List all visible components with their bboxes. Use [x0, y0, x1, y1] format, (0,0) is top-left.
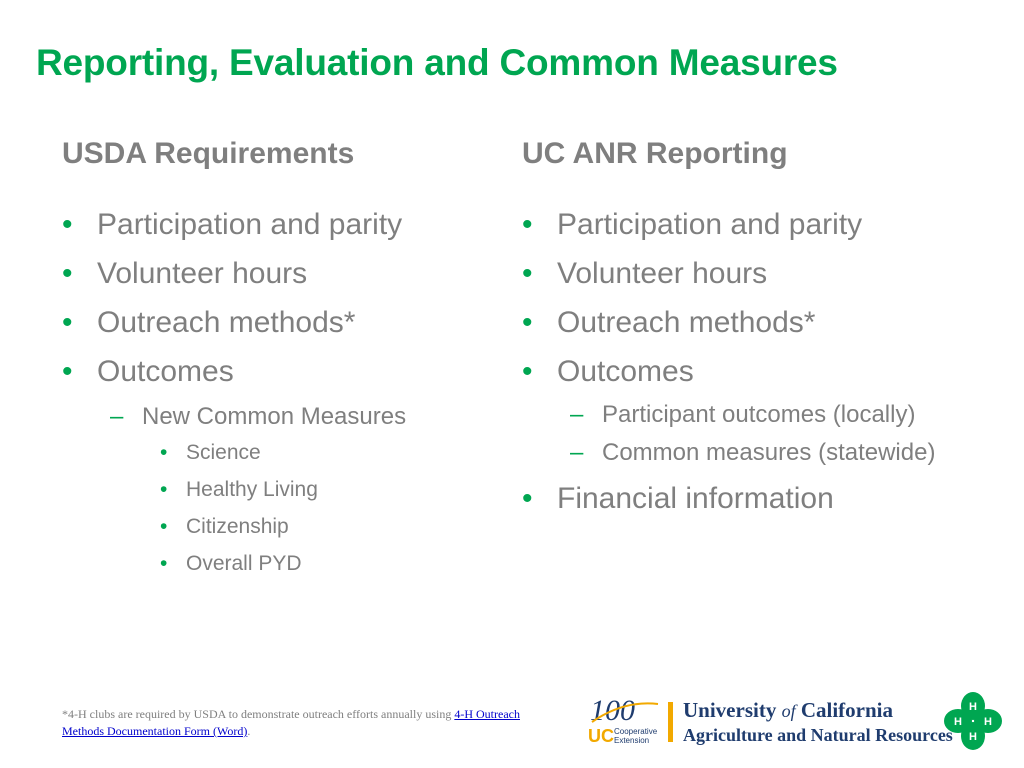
of-word: of [781, 701, 796, 721]
clover-letter: H [984, 716, 992, 728]
list-item: Participation and parity [62, 200, 482, 249]
usda-requirements-column: USDA Requirements Participation and pari… [62, 134, 482, 582]
uc-anr-bullet-list: Participation and parity Volunteer hours… [522, 200, 962, 523]
cooperative-text: Cooperative [614, 727, 658, 736]
uc-anr-logo: 100 UC Cooperative Extension University … [586, 690, 953, 750]
sub-list-item: Common measures (statewide) [522, 436, 962, 470]
footnote-end: . [247, 724, 251, 738]
logo-divider [668, 702, 673, 742]
sub-list-item: New Common Measures [62, 400, 482, 434]
list-item: Volunteer hours [522, 249, 962, 298]
footnote-text: *4-H clubs are required by USDA to demon… [62, 707, 452, 721]
sub-sub-list-item: Overall PYD [62, 545, 482, 582]
sub-sub-list-item: Science [62, 434, 482, 471]
sub-sub-list-item: Healthy Living [62, 471, 482, 508]
california-word: California [800, 698, 894, 722]
university-name: University of California [683, 698, 893, 723]
outreach-form-link[interactable]: 4-H Outreach Methods Documentation Form … [62, 707, 520, 738]
list-item: Outcomes [522, 347, 962, 396]
university-word: University [683, 698, 777, 722]
clover-letter: H [969, 701, 977, 713]
list-item: Participation and parity [522, 200, 962, 249]
list-item: Outcomes [62, 347, 482, 396]
usda-bullet-list: Participation and parity Volunteer hours… [62, 200, 482, 582]
list-item: Financial information [522, 474, 962, 523]
uc-anr-reporting-column: UC ANR Reporting Participation and parit… [522, 134, 962, 523]
list-item: Outreach methods* [62, 298, 482, 347]
extension-text: Extension [614, 736, 649, 745]
list-item: Outreach methods* [522, 298, 962, 347]
list-item: Volunteer hours [62, 249, 482, 298]
footnote: *4-H clubs are required by USDA to demon… [62, 706, 522, 740]
usda-requirements-heading: USDA Requirements [62, 137, 355, 170]
uc-anr-reporting-heading: UC ANR Reporting [522, 137, 788, 170]
sub-list-item: Participant outcomes (locally) [522, 398, 962, 432]
four-h-clover-icon: H H H H [944, 692, 1002, 750]
division-name: Agriculture and Natural Resources [683, 725, 953, 745]
uc-short: UC [588, 726, 614, 746]
clover-letter: H [969, 731, 977, 743]
uc-centennial-logo: 100 UC Cooperative Extension [588, 694, 659, 746]
clover-letter: H [954, 716, 962, 728]
slide-title: Reporting, Evaluation and Common Measure… [36, 42, 838, 83]
sub-sub-list-item: Citizenship [62, 508, 482, 545]
